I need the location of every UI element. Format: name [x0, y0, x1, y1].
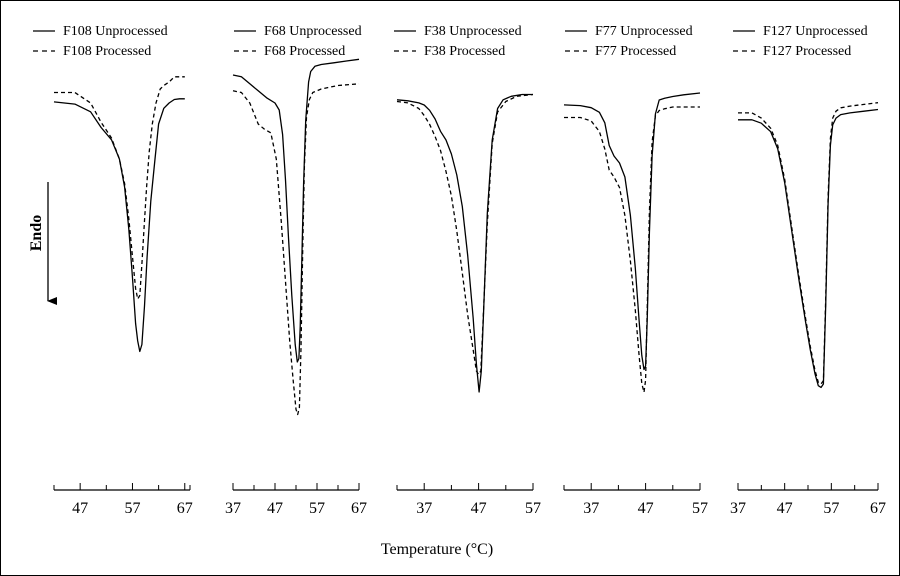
legend-label: F68 Unprocessed: [264, 24, 362, 39]
x-tick-label: 57: [124, 500, 140, 517]
y-axis-label: Endo: [28, 215, 45, 251]
series-line-unprocessed: [53, 98, 185, 353]
x-tick-label: 37: [225, 500, 241, 517]
x-tick-label: 57: [692, 500, 708, 517]
legend-label: F108 Unprocessed: [63, 24, 168, 39]
x-tick-label: 47: [471, 500, 487, 517]
series-line-processed: [396, 93, 534, 376]
x-tick-label: 37: [583, 500, 599, 517]
series-line-processed: [232, 83, 360, 416]
x-tick-label: 57: [525, 500, 541, 517]
series-line-unprocessed: [396, 93, 533, 393]
legend-label: F127 Processed: [763, 44, 851, 59]
x-tick-label: 67: [870, 500, 886, 517]
legend-label: F38 Unprocessed: [424, 24, 522, 39]
x-tick-label: 47: [777, 500, 793, 517]
x-tick-label: 47: [72, 500, 88, 517]
series-line-unprocessed: [563, 92, 701, 371]
x-tick-label: 47: [638, 500, 654, 517]
legend-label: F68 Processed: [264, 44, 345, 59]
legend-label: F77 Processed: [595, 44, 676, 59]
series-line-unprocessed: [232, 58, 360, 363]
x-tick-label: 37: [416, 500, 432, 517]
x-tick-label: 47: [267, 500, 283, 517]
series-line-unprocessed: [738, 108, 879, 389]
series-line-processed: [54, 76, 185, 300]
x-tick-label: 67: [351, 500, 367, 517]
legend-label: F38 Processed: [424, 44, 505, 59]
legend-label: F127 Unprocessed: [763, 24, 868, 39]
x-tick-label: 57: [309, 500, 325, 517]
x-tick-label: 67: [177, 500, 193, 517]
series-line-processed: [564, 106, 700, 393]
x-tick-label: 37: [730, 500, 746, 517]
x-tick-label: 57: [823, 500, 839, 517]
x-axis-label: Temperature (°C): [381, 541, 493, 558]
series-line-processed: [738, 102, 879, 385]
legend-label: F77 Unprocessed: [595, 24, 693, 39]
legend-label: F108 Processed: [63, 44, 151, 59]
